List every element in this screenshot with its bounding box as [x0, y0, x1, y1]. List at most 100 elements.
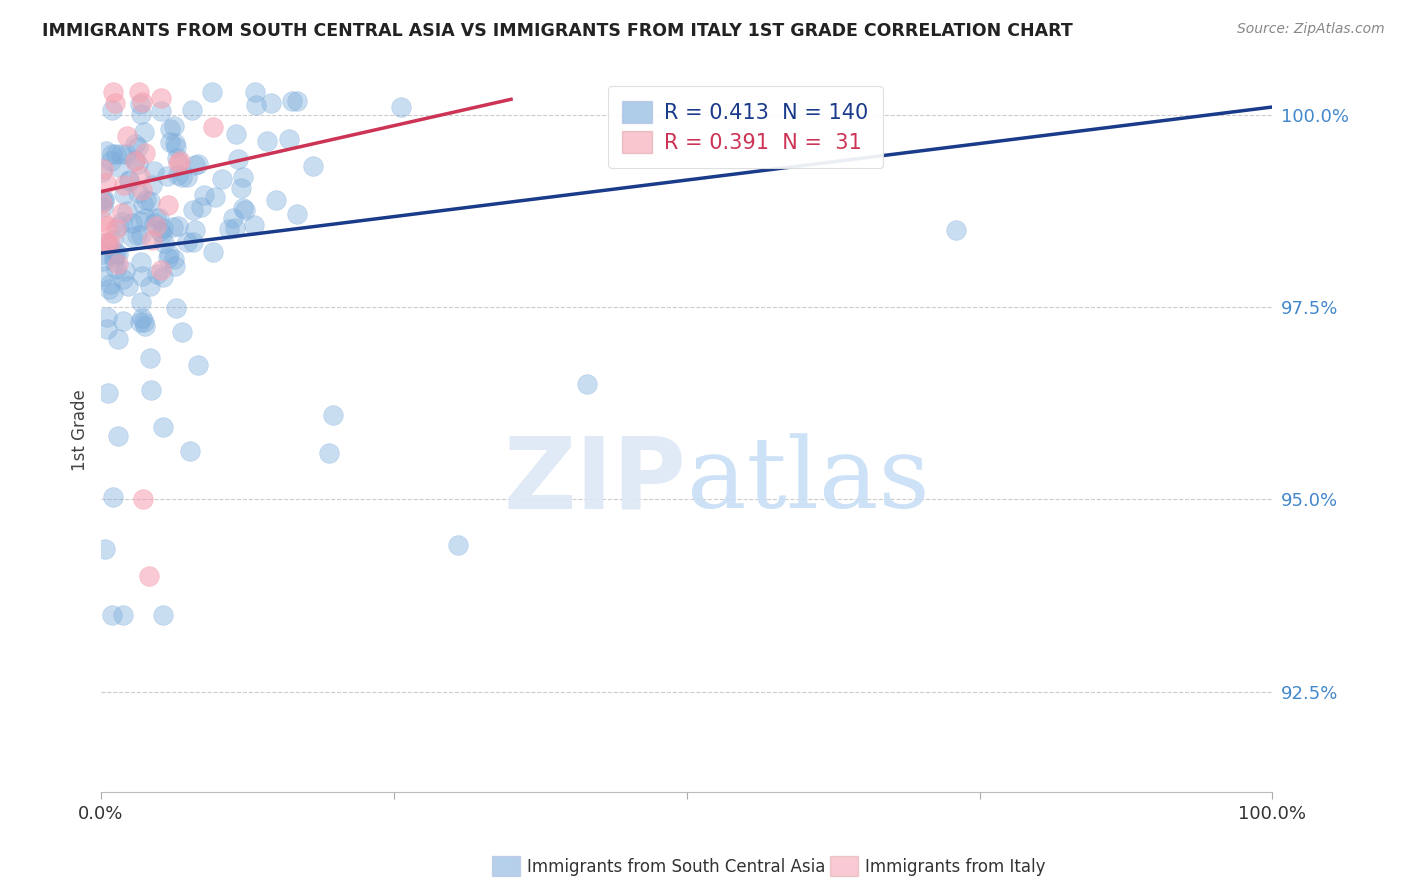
- Point: [129, 214, 152, 228]
- Text: Source: ZipAtlas.com: Source: ZipAtlas.com: [1237, 22, 1385, 37]
- Point: [201, 85, 224, 99]
- Point: [232, 169, 254, 184]
- Point: [127, 140, 149, 154]
- Point: [129, 227, 152, 242]
- Point: [447, 538, 470, 552]
- Point: [157, 251, 180, 265]
- Point: [97, 385, 120, 400]
- Point: [115, 146, 138, 161]
- Point: [176, 170, 198, 185]
- Point: [278, 132, 301, 146]
- Point: [112, 314, 135, 328]
- Point: [112, 178, 135, 192]
- Point: [156, 169, 179, 183]
- Point: [184, 159, 207, 173]
- Point: [121, 216, 143, 230]
- Point: [245, 85, 267, 99]
- Point: [260, 96, 283, 111]
- Point: [98, 277, 121, 292]
- Point: [124, 153, 146, 168]
- Point: [166, 219, 188, 234]
- Text: Immigrants from South Central Asia: Immigrants from South Central Asia: [527, 858, 825, 876]
- Point: [103, 490, 125, 504]
- Point: [108, 219, 131, 233]
- Point: [139, 384, 162, 398]
- Point: [117, 278, 139, 293]
- Point: [141, 233, 163, 247]
- Point: [152, 607, 174, 622]
- Point: [204, 190, 226, 204]
- Point: [94, 542, 117, 557]
- Point: [107, 257, 129, 271]
- Point: [322, 408, 344, 422]
- Point: [96, 321, 118, 335]
- Point: [170, 325, 193, 339]
- Point: [112, 607, 135, 622]
- Point: [107, 161, 129, 175]
- Point: [91, 195, 114, 210]
- Point: [141, 178, 163, 192]
- Point: [118, 173, 141, 187]
- Point: [145, 211, 167, 225]
- Point: [945, 223, 967, 237]
- Point: [131, 295, 153, 310]
- Point: [139, 279, 162, 293]
- Point: [280, 95, 302, 109]
- Text: ZIP: ZIP: [503, 432, 686, 529]
- Point: [125, 228, 148, 243]
- Text: Immigrants from Italy: Immigrants from Italy: [865, 858, 1045, 876]
- Point: [134, 211, 156, 225]
- Point: [167, 156, 190, 170]
- Point: [162, 220, 184, 235]
- Point: [101, 85, 124, 99]
- Point: [101, 103, 124, 117]
- Point: [112, 272, 135, 286]
- Point: [149, 224, 172, 238]
- Point: [97, 282, 120, 296]
- Point: [181, 202, 204, 217]
- Point: [143, 217, 166, 231]
- Point: [132, 315, 155, 329]
- Point: [285, 206, 308, 220]
- Point: [105, 146, 128, 161]
- Point: [226, 152, 249, 166]
- Point: [184, 223, 207, 237]
- Point: [91, 165, 114, 179]
- Point: [134, 146, 156, 161]
- Point: [104, 96, 127, 111]
- Point: [146, 267, 169, 281]
- Point: [134, 319, 156, 334]
- Point: [91, 247, 114, 261]
- Point: [101, 233, 124, 247]
- Point: [98, 237, 121, 252]
- Point: [245, 98, 267, 112]
- Point: [150, 103, 173, 118]
- Point: [152, 269, 174, 284]
- Point: [285, 94, 308, 108]
- Point: [129, 107, 152, 121]
- Point: [96, 144, 118, 158]
- Point: [128, 169, 150, 184]
- Point: [243, 218, 266, 232]
- Point: [159, 135, 181, 149]
- Point: [127, 186, 149, 200]
- Point: [107, 429, 129, 443]
- Point: [132, 492, 155, 507]
- Point: [139, 351, 162, 365]
- Point: [256, 134, 278, 148]
- Point: [129, 316, 152, 330]
- Point: [232, 201, 254, 215]
- Point: [266, 193, 288, 207]
- Point: [135, 193, 157, 207]
- Point: [166, 151, 188, 165]
- Point: [118, 174, 141, 188]
- Point: [163, 259, 186, 273]
- Point: [165, 301, 187, 315]
- Point: [93, 192, 115, 206]
- Point: [105, 261, 128, 276]
- Point: [176, 235, 198, 249]
- Point: [121, 230, 143, 244]
- Y-axis label: 1st Grade: 1st Grade: [72, 389, 89, 471]
- Point: [104, 246, 127, 260]
- Point: [103, 249, 125, 263]
